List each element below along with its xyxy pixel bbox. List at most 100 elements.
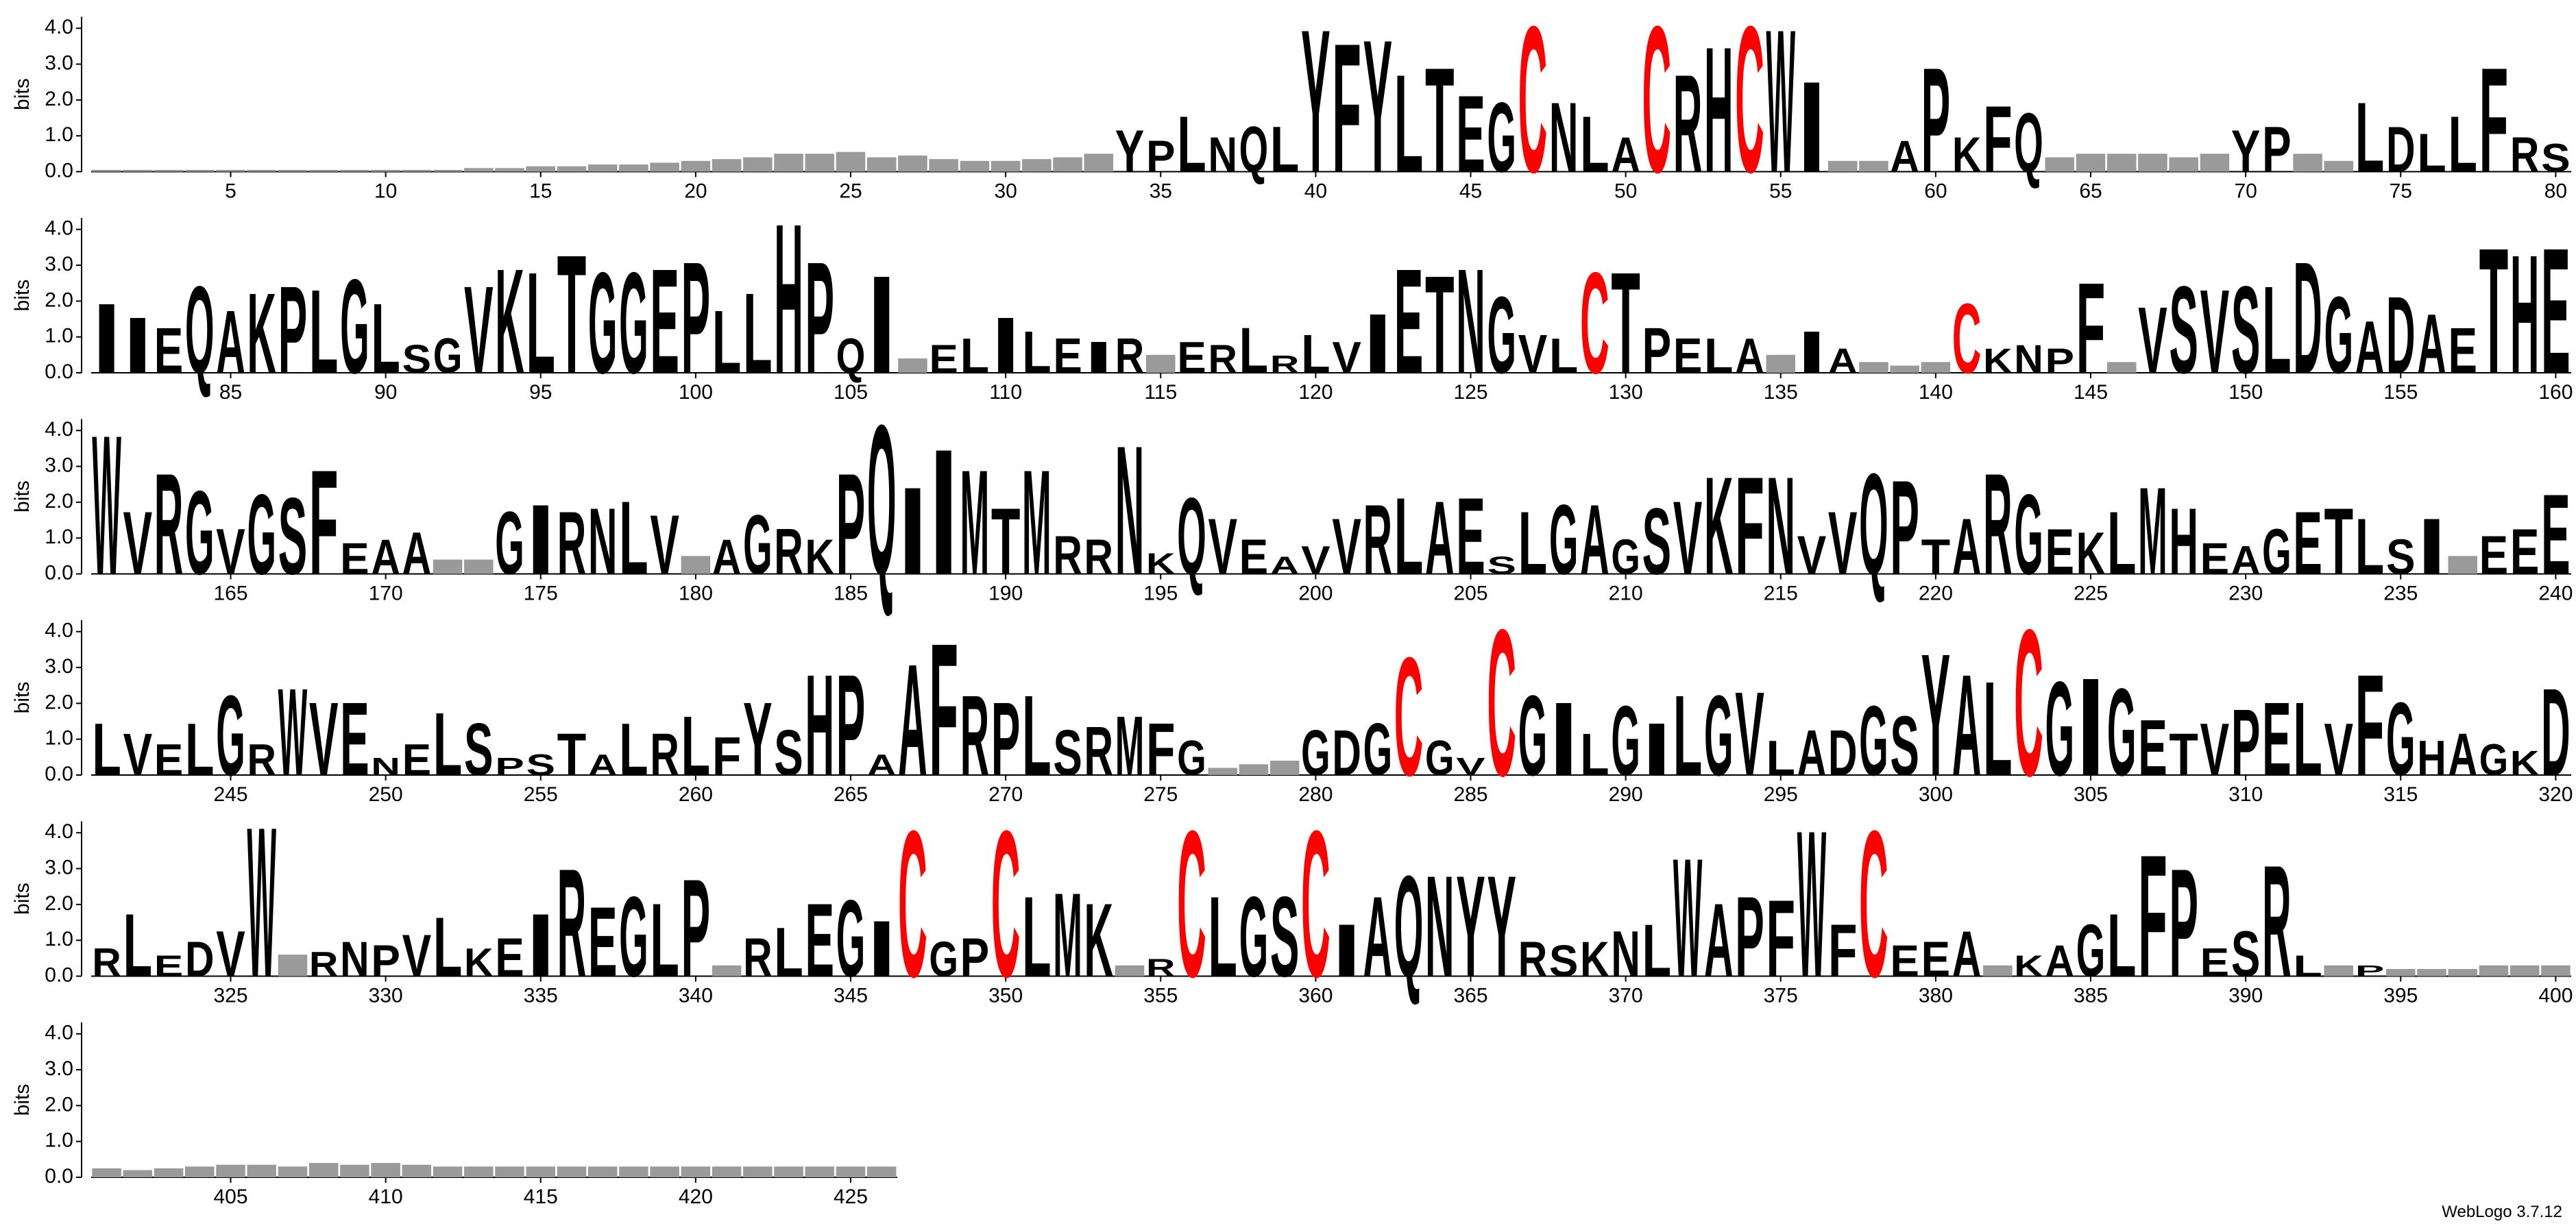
minor-stack: [960, 160, 990, 172]
letter: I: [1797, 319, 1827, 386]
minor-stack: [185, 1166, 215, 1177]
x-tick-label: 360: [1298, 984, 1333, 1007]
letter: R: [1084, 529, 1114, 585]
y-tick-label: 4.0: [45, 619, 73, 642]
minor-stack: [2106, 362, 2137, 373]
minor-stack: [495, 168, 524, 172]
minor-stack: [774, 154, 803, 172]
letter: E: [1053, 328, 1082, 384]
letter: K: [805, 529, 835, 585]
x-tick-label: 270: [988, 783, 1023, 806]
letter: E: [2045, 515, 2075, 588]
minor-stack: [929, 159, 958, 172]
letter: R: [774, 515, 803, 588]
letter: G: [1363, 707, 1393, 791]
letter: A: [402, 520, 432, 587]
x-tick-label: 100: [679, 381, 713, 404]
letter: H: [1704, 9, 1734, 210]
letter: E: [1456, 73, 1485, 195]
letter: H: [774, 180, 803, 419]
letter: F: [1735, 449, 1764, 604]
letter: I: [1797, 56, 1827, 200]
letter: L: [309, 265, 339, 398]
letter: T: [1425, 38, 1455, 204]
letter: G: [2262, 515, 2292, 588]
letter: F: [929, 604, 958, 815]
x-tick-label: 60: [1924, 180, 1947, 202]
letter: R: [1518, 931, 1548, 987]
letter: W: [247, 783, 276, 1022]
y-axis-label: bits: [11, 480, 34, 513]
letter: M: [1115, 698, 1145, 794]
letter: L: [1642, 909, 1672, 993]
letter: G: [619, 243, 648, 404]
letter: W: [92, 395, 121, 617]
y-axis-label: bits: [11, 1084, 34, 1116]
minor-stack: [712, 1166, 742, 1177]
minor-stack: [1859, 362, 1888, 373]
minor-stack: [308, 1163, 339, 1177]
y-tick-label: 4.0: [45, 1022, 73, 1044]
letter: K: [1580, 931, 1609, 987]
letter: P: [991, 680, 1021, 797]
letter: R: [1208, 336, 1237, 381]
letter: I: [123, 301, 153, 390]
y-tick-label: 1.0: [45, 526, 73, 548]
letter: V: [123, 493, 153, 593]
letter: P: [2355, 963, 2385, 980]
letter: N: [371, 753, 400, 781]
x-tick-label: 250: [369, 783, 403, 806]
minor-stack: [247, 169, 276, 172]
letter: L: [1580, 100, 1609, 189]
letter: E: [154, 735, 184, 785]
letter: A: [1611, 127, 1640, 183]
x-tick-label: 180: [679, 582, 713, 604]
letter: L: [2107, 493, 2137, 593]
letter: G: [929, 931, 958, 987]
y-tick-label: 0.0: [45, 963, 73, 986]
letter: E: [2541, 210, 2571, 411]
letter: L: [774, 913, 803, 992]
letter: E: [2200, 940, 2230, 985]
letter: R: [1363, 484, 1393, 595]
minor-stack: [557, 166, 587, 172]
letter: R: [247, 735, 276, 785]
x-tick-label: 15: [529, 180, 552, 202]
letter: G: [433, 328, 463, 384]
minor-stack: [371, 169, 400, 172]
y-tick-label: 3.0: [45, 253, 73, 275]
letter: L: [2448, 100, 2477, 189]
minor-stack: [371, 1163, 400, 1177]
y-tick-label: 2.0: [45, 892, 73, 915]
y-tick-label: 2.0: [45, 691, 73, 713]
minor-stack: [433, 169, 463, 172]
letter: L: [92, 707, 121, 791]
minor-stack: [1115, 965, 1145, 977]
minor-stack: [2479, 965, 2509, 977]
letter: L: [2262, 260, 2292, 399]
letter: Q: [2014, 95, 2043, 190]
letter: H: [2417, 730, 2446, 786]
letter: G: [185, 465, 215, 599]
letter: Y: [1921, 617, 1951, 813]
letter: R: [1983, 444, 2013, 606]
letter: G: [1859, 685, 1888, 796]
letter: E: [1673, 328, 1703, 384]
letter: E: [2293, 493, 2322, 593]
letter: A: [2355, 305, 2385, 389]
minor-stack: [2045, 157, 2075, 172]
letter: V: [1332, 502, 1361, 591]
letter: E: [1239, 529, 1269, 585]
letter: P: [1146, 131, 1176, 182]
letter: L: [2417, 122, 2446, 184]
letter: Q: [1177, 475, 1206, 598]
letter: G: [1611, 529, 1640, 585]
letter: P: [371, 935, 400, 986]
y-tick-label: 4.0: [45, 418, 73, 441]
letter: I: [92, 282, 121, 394]
letter: M: [2138, 462, 2167, 600]
x-tick-label: 140: [1919, 381, 1953, 404]
letter: L: [1270, 113, 1300, 186]
